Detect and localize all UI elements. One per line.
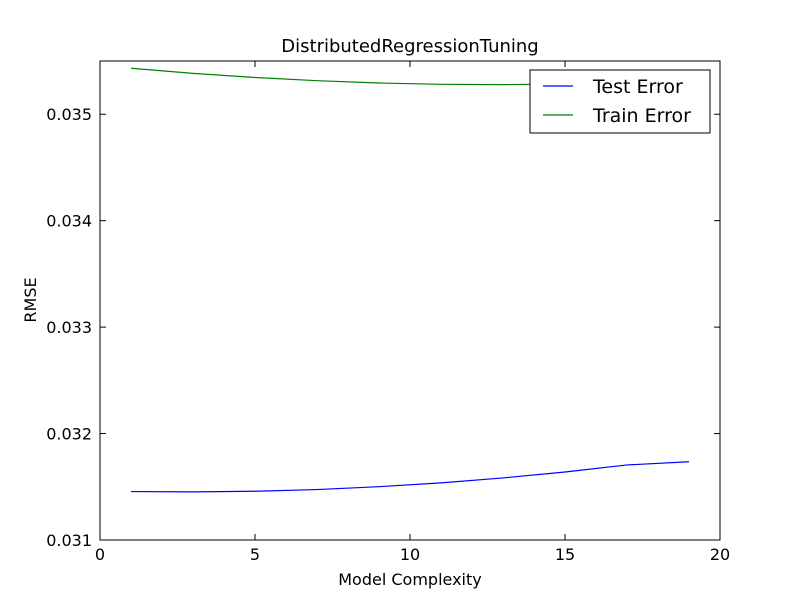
legend-label-train-error: Train Error [592,105,691,127]
y-tick-label: 0.031 [46,531,92,550]
y-axis-title: RMSE [21,277,40,322]
x-tick-label: 10 [400,545,420,564]
legend-box [529,69,711,134]
x-axis-title: Model Complexity [338,570,482,589]
x-tick-label: 5 [250,545,260,564]
x-tick-label: 0 [95,545,105,564]
y-tick-label: 0.034 [46,212,92,231]
plot-area [100,61,720,540]
chart-title: DistributedRegressionTuning [281,36,538,57]
ticks-layer: 0 5 10 15 20 0.031 0.032 0.033 0.034 0.035 [46,61,730,564]
x-tick-label: 15 [555,545,575,564]
series-line-test-error [130,461,690,493]
y-tick-label: 0.035 [46,105,92,124]
y-tick-label: 0.033 [46,318,92,337]
legend-label-test-error: Test Error [592,76,683,98]
legend: Test Error Train Error [529,69,711,134]
y-tick-label: 0.032 [46,425,92,444]
x-tick-label: 20 [710,545,730,564]
